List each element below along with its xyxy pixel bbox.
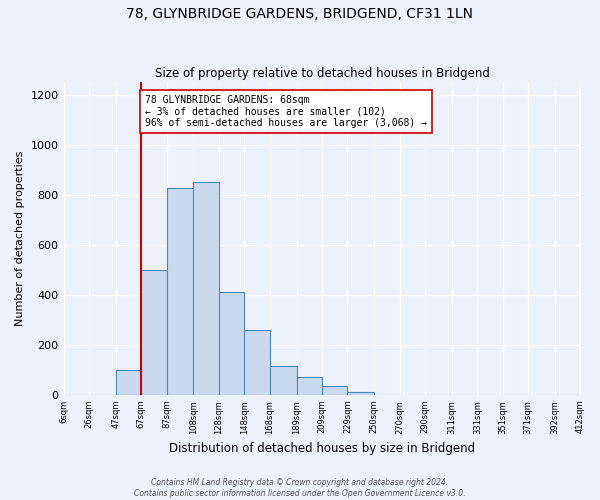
Bar xyxy=(347,392,374,395)
Title: Size of property relative to detached houses in Bridgend: Size of property relative to detached ho… xyxy=(155,66,490,80)
Bar xyxy=(322,386,347,395)
Y-axis label: Number of detached properties: Number of detached properties xyxy=(15,151,25,326)
Text: 78 GLYNBRIDGE GARDENS: 68sqm
← 3% of detached houses are smaller (102)
96% of se: 78 GLYNBRIDGE GARDENS: 68sqm ← 3% of det… xyxy=(145,94,427,128)
Bar xyxy=(193,182,219,395)
Bar xyxy=(296,378,322,395)
X-axis label: Distribution of detached houses by size in Bridgend: Distribution of detached houses by size … xyxy=(169,442,475,455)
Bar xyxy=(244,330,270,395)
Bar xyxy=(141,270,167,395)
Text: 78, GLYNBRIDGE GARDENS, BRIDGEND, CF31 1LN: 78, GLYNBRIDGE GARDENS, BRIDGEND, CF31 1… xyxy=(127,8,473,22)
Bar xyxy=(167,188,193,395)
Text: Contains HM Land Registry data © Crown copyright and database right 2024.
Contai: Contains HM Land Registry data © Crown c… xyxy=(134,478,466,498)
Bar xyxy=(270,366,296,395)
Bar xyxy=(116,370,141,395)
Bar xyxy=(219,292,244,395)
